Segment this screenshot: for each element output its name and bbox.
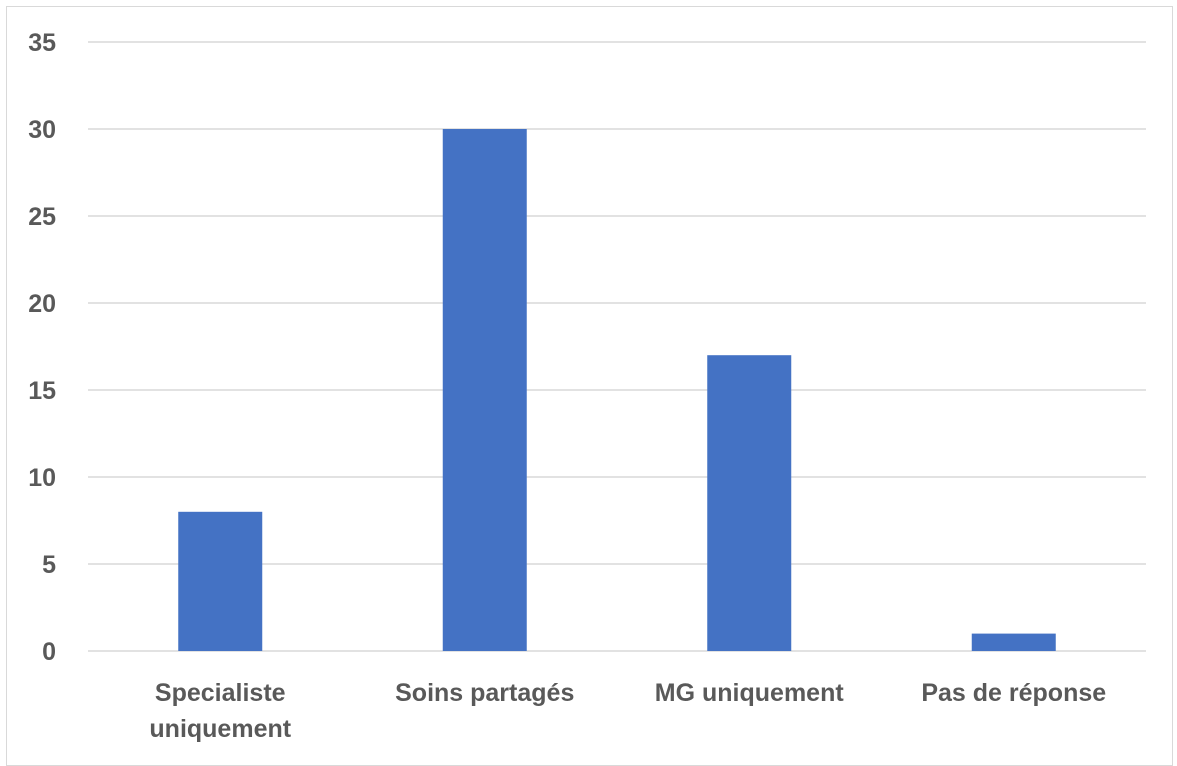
y-tick-label-0: 0: [42, 638, 56, 666]
x-category-label-0-line-1: uniquement: [149, 715, 291, 743]
x-category-label-0-line-0: Specialiste: [155, 679, 286, 707]
y-tick-label-15: 15: [28, 377, 56, 405]
bar-1: [442, 129, 527, 651]
bar-0: [178, 511, 263, 651]
x-category-label-2: MG uniquement: [655, 679, 845, 707]
bar-2: [707, 355, 792, 651]
y-tick-label-5: 5: [42, 551, 56, 579]
y-tick-label-25: 25: [28, 203, 56, 231]
y-tick-label-35: 35: [28, 29, 56, 57]
x-category-label-3: Pas de réponse: [921, 679, 1106, 707]
y-tick-label-20: 20: [28, 290, 56, 318]
y-tick-label-10: 10: [28, 464, 56, 492]
x-category-label-1: Soins partagés: [395, 679, 574, 707]
y-tick-label-30: 30: [28, 116, 56, 144]
bar-3: [971, 633, 1056, 651]
